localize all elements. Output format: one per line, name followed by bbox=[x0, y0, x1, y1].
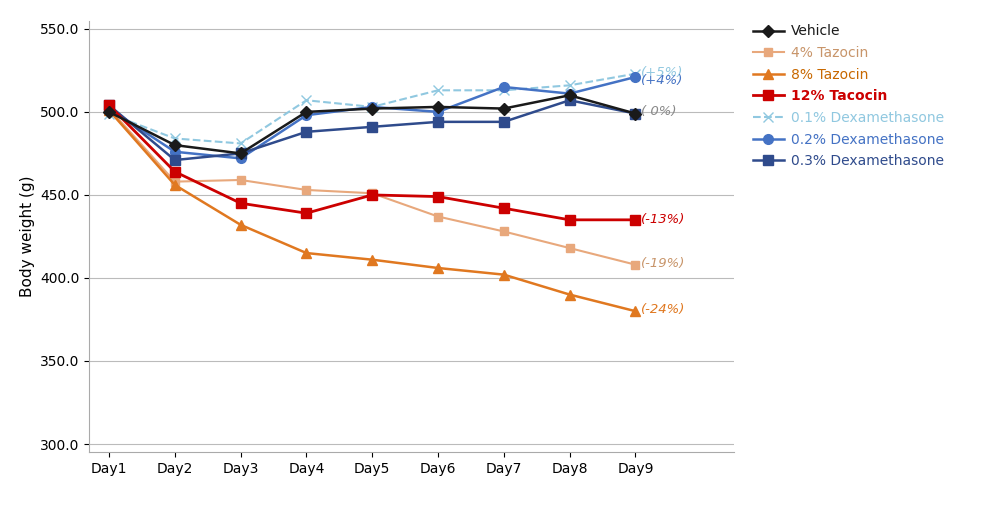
0.2% Dexamethasone bbox=[235, 155, 247, 161]
Text: (-19%): (-19%) bbox=[641, 256, 685, 269]
4% Tazocin bbox=[103, 105, 115, 112]
8% Tazocin bbox=[563, 291, 575, 298]
12% Tacocin bbox=[498, 205, 510, 211]
12% Tacocin bbox=[563, 217, 575, 223]
0.3% Dexamethasone bbox=[433, 119, 444, 125]
0.3% Dexamethasone bbox=[563, 97, 575, 103]
12% Tacocin bbox=[630, 217, 642, 223]
0.2% Dexamethasone bbox=[169, 149, 181, 155]
Vehicle bbox=[498, 105, 510, 112]
Text: (-24%): (-24%) bbox=[641, 303, 685, 316]
0.2% Dexamethasone bbox=[498, 84, 510, 90]
Line: 4% Tazocin: 4% Tazocin bbox=[105, 104, 640, 269]
0.2% Dexamethasone bbox=[301, 112, 312, 118]
4% Tazocin bbox=[366, 190, 378, 196]
0.1% Dexamethasone bbox=[169, 135, 181, 141]
Y-axis label: Body weight (g): Body weight (g) bbox=[20, 176, 35, 297]
0.2% Dexamethasone bbox=[366, 104, 378, 110]
Vehicle bbox=[301, 109, 312, 115]
Text: (-13%): (-13%) bbox=[641, 213, 685, 226]
0.2% Dexamethasone bbox=[630, 74, 642, 80]
Line: 8% Tazocin: 8% Tazocin bbox=[104, 105, 640, 316]
0.1% Dexamethasone bbox=[103, 111, 115, 117]
0.2% Dexamethasone bbox=[563, 90, 575, 97]
8% Tazocin bbox=[301, 250, 312, 256]
12% Tacocin bbox=[103, 102, 115, 108]
4% Tazocin bbox=[301, 187, 312, 193]
Vehicle bbox=[366, 105, 378, 112]
8% Tazocin bbox=[169, 182, 181, 188]
8% Tazocin bbox=[235, 222, 247, 228]
4% Tazocin bbox=[169, 178, 181, 185]
Text: (+4%): (+4%) bbox=[641, 74, 683, 87]
Text: ( 0%): ( 0%) bbox=[641, 105, 677, 118]
0.3% Dexamethasone bbox=[301, 128, 312, 135]
Line: 0.1% Dexamethasone: 0.1% Dexamethasone bbox=[104, 69, 640, 149]
8% Tazocin bbox=[103, 107, 115, 113]
Vehicle bbox=[630, 111, 642, 117]
Vehicle bbox=[563, 92, 575, 98]
12% Tacocin bbox=[235, 200, 247, 206]
12% Tacocin bbox=[169, 169, 181, 175]
Vehicle bbox=[103, 109, 115, 115]
0.3% Dexamethasone bbox=[498, 119, 510, 125]
8% Tazocin bbox=[498, 271, 510, 278]
4% Tazocin bbox=[498, 228, 510, 234]
Line: 12% Tacocin: 12% Tacocin bbox=[104, 100, 640, 225]
0.1% Dexamethasone bbox=[498, 87, 510, 94]
4% Tazocin bbox=[433, 213, 444, 219]
12% Tacocin bbox=[433, 193, 444, 199]
Vehicle bbox=[169, 142, 181, 148]
4% Tazocin bbox=[563, 245, 575, 251]
0.3% Dexamethasone bbox=[235, 150, 247, 156]
0.3% Dexamethasone bbox=[169, 157, 181, 163]
0.3% Dexamethasone bbox=[366, 124, 378, 130]
12% Tacocin bbox=[366, 192, 378, 198]
0.1% Dexamethasone bbox=[630, 70, 642, 77]
8% Tazocin bbox=[630, 308, 642, 314]
0.1% Dexamethasone bbox=[301, 97, 312, 103]
Line: 0.2% Dexamethasone: 0.2% Dexamethasone bbox=[104, 72, 640, 163]
4% Tazocin bbox=[630, 262, 642, 268]
0.3% Dexamethasone bbox=[103, 102, 115, 108]
0.3% Dexamethasone bbox=[630, 111, 642, 117]
12% Tacocin bbox=[301, 210, 312, 216]
8% Tazocin bbox=[366, 256, 378, 263]
Line: Vehicle: Vehicle bbox=[105, 91, 640, 158]
0.1% Dexamethasone bbox=[563, 82, 575, 88]
8% Tazocin bbox=[433, 265, 444, 271]
Text: (+5%): (+5%) bbox=[641, 66, 683, 79]
0.1% Dexamethasone bbox=[235, 140, 247, 146]
Line: 0.3% Dexamethasone: 0.3% Dexamethasone bbox=[104, 96, 640, 165]
0.2% Dexamethasone bbox=[433, 109, 444, 115]
Vehicle bbox=[433, 104, 444, 110]
0.2% Dexamethasone bbox=[103, 105, 115, 112]
Legend: Vehicle, 4% Tazocin, 8% Tazocin, 12% Tacocin, 0.1% Dexamethasone, 0.2% Dexametha: Vehicle, 4% Tazocin, 8% Tazocin, 12% Tac… bbox=[748, 19, 949, 174]
4% Tazocin bbox=[235, 177, 247, 183]
0.1% Dexamethasone bbox=[366, 104, 378, 110]
Vehicle bbox=[235, 150, 247, 156]
0.1% Dexamethasone bbox=[433, 87, 444, 94]
